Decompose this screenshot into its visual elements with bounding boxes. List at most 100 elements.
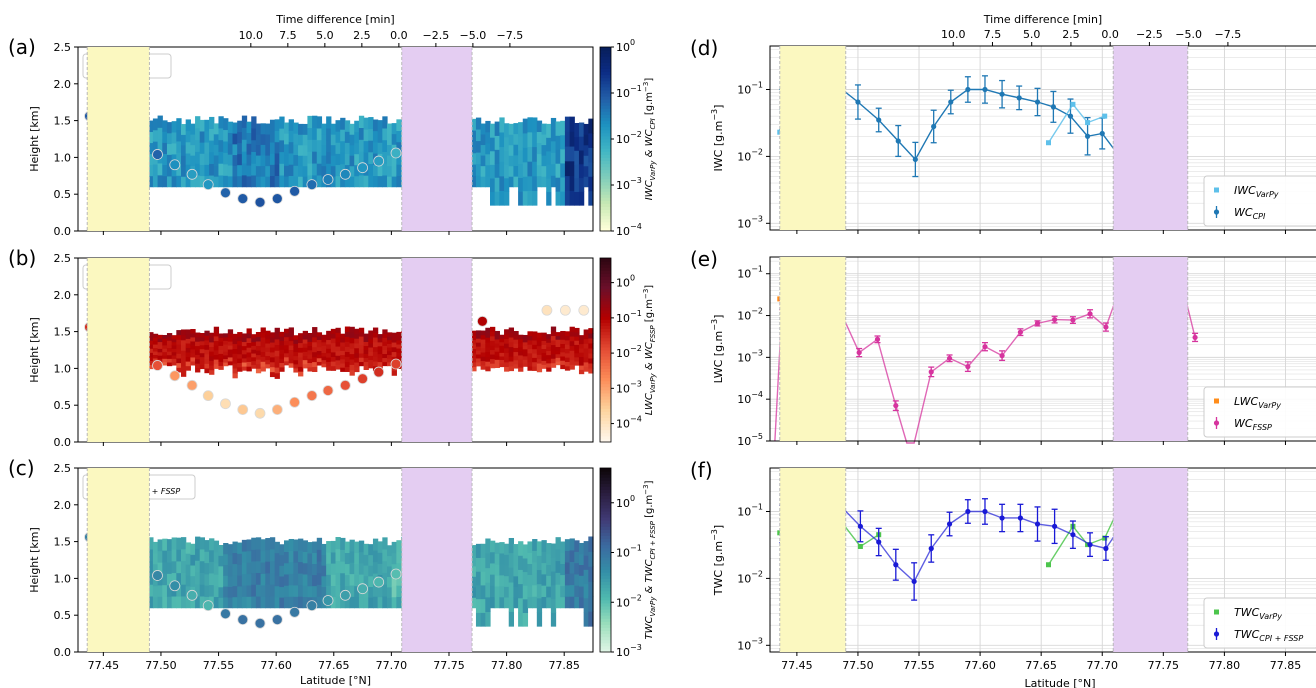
heatmap-cell <box>349 144 355 156</box>
heatmap-cell <box>269 342 276 348</box>
heatmap-cell <box>274 130 280 143</box>
heatmap-cell <box>480 360 486 366</box>
flight-track-point <box>322 595 334 606</box>
heatmap-cell <box>241 562 248 575</box>
latitude-tick-label: 77.65 <box>1025 659 1057 672</box>
heatmap-cell <box>260 342 266 348</box>
y-tick-label: 1.0 <box>54 151 72 164</box>
heatmap-cell <box>251 175 257 188</box>
heatmap-cell <box>583 541 589 556</box>
heatmap-cell <box>316 151 323 164</box>
heatmap-cell <box>578 339 585 345</box>
heatmap-cell <box>569 573 575 586</box>
colorbar-label-part: LWC <box>644 393 655 415</box>
flight-track-point <box>373 155 385 167</box>
heatmap-cell <box>546 367 552 372</box>
heatmap-cell <box>546 350 552 356</box>
heatmap-cell <box>255 549 262 562</box>
heatmap-cell <box>499 117 505 133</box>
heatmap-cell <box>176 537 182 550</box>
heatmap-cell <box>344 120 351 132</box>
heatmap-cell <box>269 371 276 378</box>
y-tick-label-base: 10 <box>737 268 751 281</box>
data-point-square <box>1102 535 1108 541</box>
colorbar-tick-label: 10−2 <box>616 344 642 360</box>
heatmap-cell <box>195 584 201 597</box>
colorbar-step <box>600 526 611 530</box>
heatmap-cell <box>293 585 299 597</box>
heatmap-cell <box>349 176 355 188</box>
colorbar-frame <box>599 257 612 443</box>
heatmap-cell <box>480 356 486 362</box>
heatmap-cell <box>293 122 299 134</box>
colorbar-step <box>600 340 611 345</box>
flight-track-point <box>220 187 231 199</box>
heatmap-cell <box>574 596 580 609</box>
colorbar-step <box>600 414 611 418</box>
heatmap-cell <box>302 574 309 586</box>
time-tick-label: −5.0 <box>460 29 487 42</box>
y-tick-label: 2.0 <box>54 289 72 302</box>
heatmap-cell <box>569 190 575 206</box>
heatmap-cell <box>330 361 337 367</box>
heatmap-cell <box>185 141 191 154</box>
heatmap-cell <box>152 340 159 345</box>
heatmap-cell <box>340 342 346 347</box>
heatmap-cell <box>494 586 500 598</box>
heatmap-cell <box>578 150 585 165</box>
y-tick-label: 2.5 <box>54 462 72 475</box>
heatmap-cell <box>471 118 477 131</box>
colorbar-tick-label-base: 10 <box>616 497 630 510</box>
colorbar-step <box>600 612 611 616</box>
heatmap-cell <box>382 151 388 164</box>
colorbar-step <box>600 270 611 274</box>
heatmap-cell <box>569 340 575 347</box>
colorbar-step <box>600 420 611 425</box>
heatmap-cell <box>588 328 594 334</box>
heatmap-cell <box>326 552 332 564</box>
heatmap-cell <box>560 563 566 576</box>
colorbar-step <box>600 297 611 302</box>
y-tick-label-exp: −3 <box>751 636 763 645</box>
heatmap-cell <box>518 351 524 356</box>
heatmap-cell <box>171 164 177 177</box>
data-point <box>874 336 881 342</box>
heatmap-cell <box>368 151 374 164</box>
colorbar-step <box>600 563 611 567</box>
heatmap-cell <box>260 584 266 597</box>
heatmap-cell <box>326 344 332 349</box>
heatmap-cell <box>358 115 365 128</box>
colorbar-label-part: −3 <box>642 484 650 494</box>
data-point <box>1017 515 1024 521</box>
colorbar-step <box>600 374 611 379</box>
heatmap-cell <box>166 333 173 338</box>
heatmap-cell <box>504 177 510 192</box>
heatmap-cell <box>396 331 402 337</box>
heatmap-cell <box>162 584 168 597</box>
heatmap-cell <box>166 343 173 348</box>
heatmap-cell <box>588 343 594 349</box>
heatmap-cell <box>181 537 187 550</box>
heatmap-cell <box>293 165 299 177</box>
heatmap-cell <box>546 346 552 352</box>
heatmap-cell <box>541 344 547 349</box>
heatmap-cell <box>195 358 201 364</box>
flight-track-point <box>289 185 300 197</box>
heatmap-cell <box>358 540 365 553</box>
heatmap-cell <box>396 562 402 575</box>
colorbar-step <box>600 56 611 60</box>
heatmap-cell <box>288 358 294 364</box>
heatmap-cell <box>284 540 290 553</box>
heatmap-cell <box>387 576 393 588</box>
heatmap-cell <box>377 345 383 351</box>
heatmap-cell <box>387 350 393 356</box>
heatmap-cell <box>546 178 552 193</box>
heatmap-cell <box>218 128 224 141</box>
colorbar-step <box>600 556 611 561</box>
heatmap-cell <box>312 139 318 152</box>
heatmap-cell <box>232 338 238 345</box>
colorbar-step <box>600 408 611 412</box>
heatmap-cell <box>485 582 491 598</box>
heatmap-cell <box>218 333 224 338</box>
heatmap-cell <box>391 154 397 166</box>
